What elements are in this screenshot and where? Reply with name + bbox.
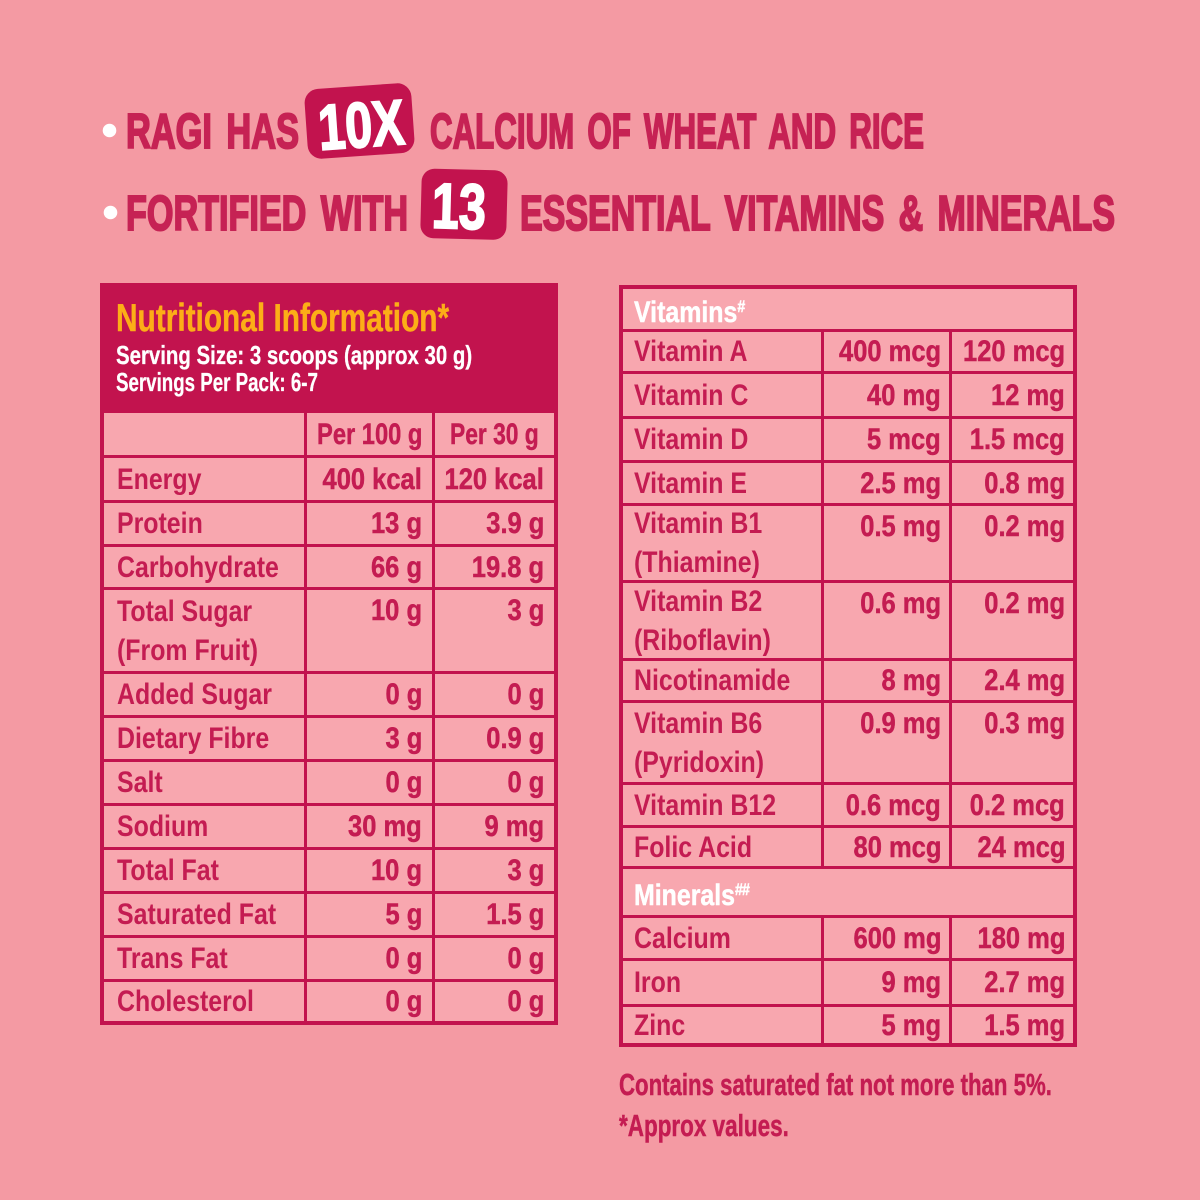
svg-text:FORTIFIED WITH: FORTIFIED WITH <box>126 187 408 241</box>
svg-text:RAGI HAS: RAGI HAS <box>126 105 299 159</box>
svg-text:13: 13 <box>431 170 487 243</box>
svg-text:CALCIUM OF WHEAT AND RICE: CALCIUM OF WHEAT AND RICE <box>430 105 924 159</box>
svg-text:ESSENTIAL VITAMINS & MINERALS: ESSENTIAL VITAMINS & MINERALS <box>520 187 1115 241</box>
svg-text:10X: 10X <box>316 86 407 164</box>
